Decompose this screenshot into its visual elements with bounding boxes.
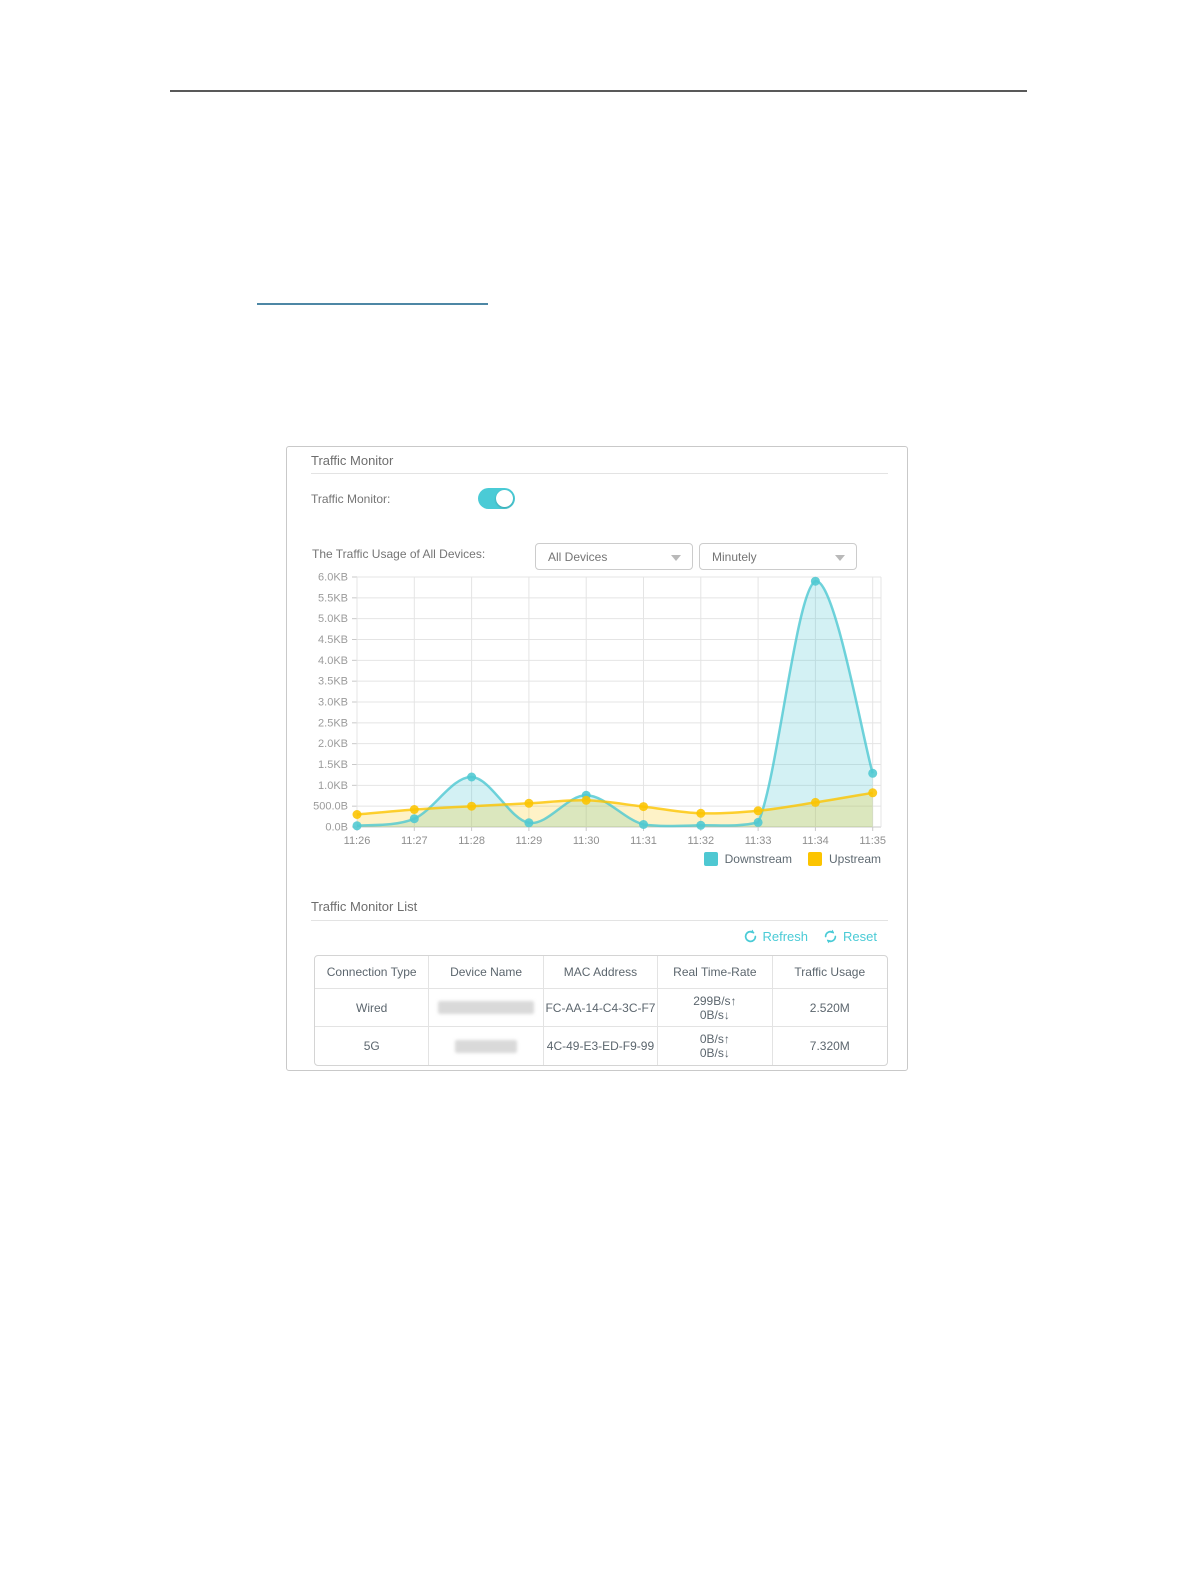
redacted-device-name [438,1001,535,1014]
table-header-row: Connection Type Device Name MAC Address Rea… [315,956,887,989]
traffic-usage-cell: 2.520M [772,989,887,1027]
svg-text:5.0KB: 5.0KB [318,613,348,625]
svg-text:3.0KB: 3.0KB [318,697,348,709]
svg-text:1.0KB: 1.0KB [318,780,348,792]
interval-select[interactable]: Minutely [699,543,857,570]
device-name-cell [429,989,544,1027]
legend-label: Upstream [828,852,881,866]
column-header: MAC Address [543,956,659,989]
real-time-rate-cell: 0B/s↑ 0B/s↓ [658,1027,773,1065]
refresh-circular-arrow-icon [744,929,756,943]
table-row: Wired FC-AA-14-C4-3C-F7 299B/s↑ 0B/s↓ 2.520M [315,989,887,1027]
traffic-usage-label: The Traffic Usage of All Devices: [312,547,486,561]
chevron-down-icon [835,555,845,561]
column-header: Real Time-Rate [658,956,773,989]
legend-item-upstream: Upstream [807,852,881,866]
traffic-usage-cell: 7.320M [809,1039,850,1053]
reset-circular-arrow-icon [824,929,837,944]
traffic-monitor-list-title: Traffic Monitor List [311,899,418,914]
panel-title: Traffic Monitor [311,453,394,468]
svg-text:11:34: 11:34 [802,835,829,847]
legend-label: Downstream [724,852,792,866]
table-row: 5G 4C-49-E3-ED-F9-99 0B/s↑ 0B/s↓ 7.320M [315,1027,887,1065]
svg-text:500.0B: 500.0B [313,801,348,813]
svg-text:11:35: 11:35 [859,835,886,847]
page-header-rule [170,90,1027,92]
real-time-rate-cell: 299B/s↑ 0B/s↓ [658,989,773,1027]
svg-text:0.0B: 0.0B [325,822,348,834]
chevron-down-icon [671,555,681,561]
svg-text:11:31: 11:31 [630,835,657,847]
svg-text:11:32: 11:32 [687,835,714,847]
list-actions: Refresh Reset [743,929,877,944]
svg-text:1.5KB: 1.5KB [318,759,348,771]
device-select-value: All Devices [548,549,608,564]
refresh-button[interactable]: Refresh [743,929,809,944]
svg-text:11:26: 11:26 [344,835,371,847]
hyperlink-underline[interactable] [257,303,488,305]
divider [311,473,888,474]
toggle-knob [496,490,513,507]
legend-swatch [807,852,822,866]
legend-swatch [703,852,718,866]
interval-select-value: Minutely [712,549,757,564]
device-select[interactable]: All Devices [535,543,693,570]
reset-label: Reset [843,929,877,944]
redacted-device-name [455,1039,518,1053]
connection-type-cell: 5G [315,1027,430,1065]
svg-text:11:28: 11:28 [458,835,485,847]
column-header: Traffic Usage [772,956,887,989]
traffic-monitor-panel: Traffic Monitor Traffic Monitor: The Tra… [286,446,908,1071]
svg-text:3.5KB: 3.5KB [318,676,348,688]
svg-text:2.0KB: 2.0KB [318,738,348,750]
svg-text:2.5KB: 2.5KB [318,717,348,729]
traffic-monitor-toggle[interactable] [478,488,515,509]
mac-address-cell: 4C-49-E3-ED-F9-99 [544,1027,659,1065]
chart-legend: Downstream Upstream [703,852,881,866]
connection-type-cell: Wired [315,989,430,1027]
svg-text:11:29: 11:29 [516,835,543,847]
traffic-usage-chart: 0.0B 500.0B 1.0KB 1.5KB 2.0KB 2.5KB 3.0KB 3.5KB… [311,571,889,873]
traffic-monitor-toggle-label: Traffic Monitor: [311,492,391,506]
svg-text:5.5KB: 5.5KB [318,592,348,604]
device-name-cell [429,1027,544,1065]
svg-text:4.0KB: 4.0KB [318,655,348,667]
svg-text:11:27: 11:27 [401,835,428,847]
svg-text:11:30: 11:30 [573,835,600,847]
svg-text:4.5KB: 4.5KB [318,634,348,646]
column-header: Device Name [429,956,544,989]
mac-address-cell: FC-AA-14-C4-3C-F7 [543,989,659,1027]
refresh-label: Refresh [762,929,809,944]
divider [311,920,888,921]
svg-text:6.0KB: 6.0KB [318,572,348,584]
chart-canvas: 0.0B 500.0B 1.0KB 1.5KB 2.0KB 2.5KB 3.0KB 3.5KB… [313,572,886,848]
reset-button[interactable]: Reset [823,929,877,944]
svg-text:11:33: 11:33 [745,835,772,847]
column-header: Connection Type [315,956,430,989]
legend-item-downstream: Downstream [703,852,792,866]
traffic-monitor-table: Connection Type Device Name MAC Address Rea… [314,955,888,1066]
